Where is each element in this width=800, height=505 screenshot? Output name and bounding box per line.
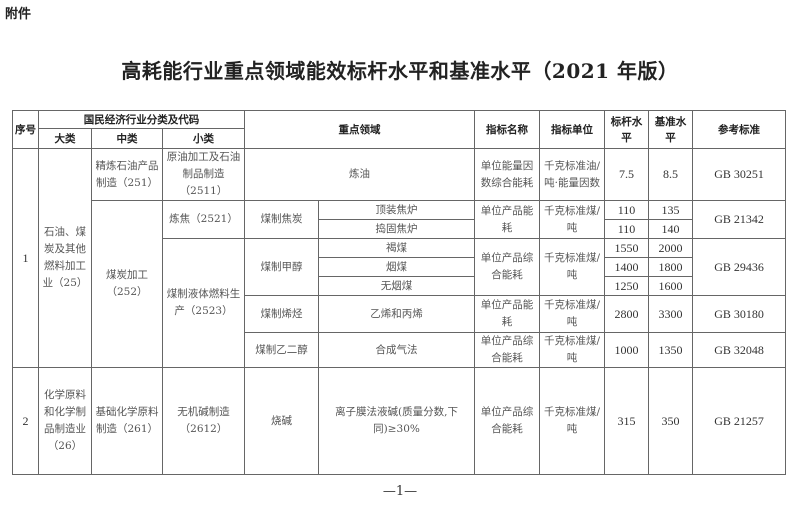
header-reference: 参考标准 — [692, 110, 787, 149]
cell-indicator-unit: 千克标准油/吨·能量因数 — [539, 148, 606, 201]
cell-baseline: 135 — [648, 200, 694, 220]
cell-benchmark: 1000 — [604, 332, 650, 368]
cell-indicator-unit: 千克标准煤/吨 — [539, 295, 606, 333]
header-medium: 中类 — [91, 128, 163, 149]
document-title: 高耗能行业重点领域能效标杆水平和基准水平（2021 年版） — [121, 59, 679, 83]
header-benchmark: 标杆水平 — [604, 110, 650, 149]
cell-sub-area: 烟煤 — [318, 257, 476, 277]
header-row: 序号 国民经济行业分类及代码 重点领域 指标名称 指标单位 标杆水平 基准水平 … — [12, 110, 787, 149]
cell-benchmark: 1550 — [604, 238, 650, 258]
cell-indicator-name: 单位产品能耗 — [474, 200, 541, 239]
cell-medium: 精炼石油产品制造（251） — [91, 148, 163, 201]
cell-indicator-unit: 千克标准煤/吨 — [539, 238, 606, 296]
cell-baseline: 140 — [648, 219, 694, 239]
table-row: 1 石油、煤炭及其他燃料加工业（25） 精炼石油产品制造（251） 原油加工及石… — [12, 148, 787, 368]
cell-indicator-name: 单位产品能耗 — [474, 295, 541, 333]
cell-medium: 基础化学原料制造（261） — [91, 367, 163, 475]
cell-area: 煤制烯烃 — [244, 295, 320, 333]
cell-minor: 无机碱制造（2612） — [161, 367, 246, 475]
cell-indicator-name: 单位能量因数综合能耗 — [474, 148, 541, 201]
cell-area: 煤制甲醇 — [244, 238, 320, 296]
cell-baseline: 8.5 — [648, 148, 694, 201]
cell-sub-area: 无烟煤 — [318, 276, 476, 296]
cell-benchmark: 7.5 — [604, 148, 650, 201]
table-row: 捣固焦炉 110 140 — [13, 219, 786, 239]
cell-reference: GB 30251 — [692, 148, 787, 201]
cell-area: 煤制焦炭 — [244, 200, 320, 239]
cell-indicator-unit: 千克标准煤/吨 — [539, 200, 606, 239]
cell-area: 煤制乙二醇 — [244, 332, 320, 368]
page-number: —1— — [382, 484, 418, 499]
energy-efficiency-table: 序号 国民经济行业分类及代码 重点领域 指标名称 指标单位 标杆水平 基准水平 … — [12, 110, 787, 475]
cell-sub-area: 捣固焦炉 — [318, 219, 476, 239]
cell-benchmark: 1250 — [604, 276, 650, 296]
cell-indicator-name: 单位产品综合能耗 — [474, 238, 541, 296]
table-row: 煤炭加工（252） 炼焦（2521） 煤制焦炭 顶装焦炉 单位产品能耗 千克标准… — [13, 200, 787, 368]
table-row: 2 化学原料和化学制品制造业（26） 基础化学原料制造（261） 无机碱制造（2… — [12, 367, 787, 475]
header-baseline: 基准水平 — [648, 110, 694, 149]
cell-major: 化学原料和化学制品制造业（26） — [38, 367, 92, 475]
cell-sub-area: 合成气法 — [318, 332, 476, 368]
cell-baseline: 350 — [648, 367, 694, 475]
cell-benchmark: 315 — [604, 367, 650, 475]
cell-major: 石油、煤炭及其他燃料加工业（25） — [38, 148, 92, 368]
header-focus-area: 重点领域 — [244, 110, 476, 149]
cell-baseline: 1350 — [648, 332, 694, 368]
cell-sub-area: 顶装焦炉 — [318, 200, 476, 220]
cell-benchmark: 2800 — [604, 295, 650, 333]
table-row: 煤制乙二醇 合成气法 单位产品综合能耗 千克标准煤/吨 1000 1350 GB… — [13, 332, 787, 368]
cell-area: 烧碱 — [244, 367, 320, 475]
header-classification: 国民经济行业分类及代码 — [37, 110, 246, 129]
cell-sub-area: 离子膜法液碱(质量分数,下同)≥30% — [318, 367, 476, 475]
cell-sub-area: 乙烯和丙烯 — [318, 295, 476, 333]
cell-indicator-unit: 千克标准煤/吨 — [539, 367, 606, 475]
cell-medium: 煤炭加工（252） — [91, 200, 163, 368]
cell-area: 炼油 — [244, 148, 476, 201]
cell-baseline: 3300 — [648, 295, 694, 333]
cell-indicator-name: 单位产品综合能耗 — [474, 367, 541, 475]
cell-minor: 原油加工及石油制品制造（2511） — [161, 148, 246, 201]
header-indicator-name: 指标名称 — [474, 110, 541, 149]
header-minor: 小类 — [161, 128, 246, 149]
cell-reference: GB 29436 — [692, 238, 787, 296]
attachment-label: 附件 — [5, 7, 32, 22]
header-seq: 序号 — [12, 110, 39, 149]
cell-reference: GB 30180 — [692, 295, 787, 333]
cell-reference: GB 21342 — [692, 200, 787, 239]
table-row: 煤制烯烃 乙烯和丙烯 单位产品能耗 千克标准煤/吨 2800 3300 GB 3… — [13, 295, 787, 333]
cell-minor: 炼焦（2521） — [161, 200, 246, 239]
cell-indicator-name: 单位产品综合能耗 — [474, 332, 541, 368]
cell-sub-area: 褐煤 — [318, 238, 476, 258]
cell-reference: GB 32048 — [692, 332, 787, 368]
cell-minor: 煤制液体燃料生产（2523） — [161, 238, 246, 368]
cell-reference: GB 21257 — [692, 367, 787, 475]
cell-seq: 2 — [12, 367, 39, 475]
cell-indicator-unit: 千克标准煤/吨 — [539, 332, 606, 368]
cell-baseline: 1600 — [648, 276, 694, 296]
table-row: 烟煤 1400 1800 — [13, 257, 786, 277]
table-row: 煤制液体燃料生产（2523） 煤制甲醇 褐煤 单位产品综合能耗 千克标准煤/吨 … — [13, 238, 787, 368]
header-indicator-unit: 指标单位 — [539, 110, 606, 149]
cell-benchmark: 110 — [604, 200, 650, 220]
cell-baseline: 1800 — [648, 257, 694, 277]
cell-baseline: 2000 — [648, 238, 694, 258]
cell-benchmark: 110 — [604, 219, 650, 239]
header-major: 大类 — [38, 128, 92, 149]
cell-seq: 1 — [12, 148, 39, 368]
cell-benchmark: 1400 — [604, 257, 650, 277]
